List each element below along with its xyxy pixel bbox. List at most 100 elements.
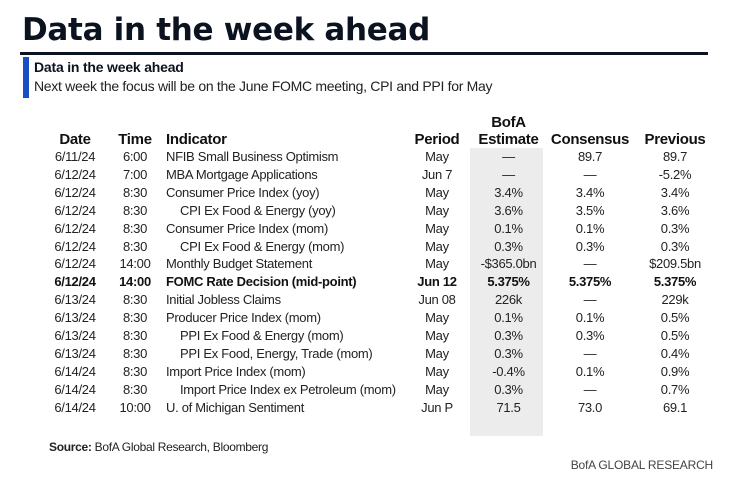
cell-time: 10:00 xyxy=(119,399,151,415)
col-header-indicator: Indicator xyxy=(166,131,227,148)
cell-period: May xyxy=(425,328,449,344)
cell-date: 6/12/24 xyxy=(54,202,96,218)
table-row: 6/13/24 8:30 PPI Ex Food, Energy, Trade (m… xyxy=(40,345,715,363)
cell-estimate: -0.4% xyxy=(492,363,525,379)
cell-date: 6/13/24 xyxy=(54,328,96,344)
table-row: 6/13/24 8:30 Producer Price Index (mom) May… xyxy=(40,309,715,327)
cell-date: 6/12/24 xyxy=(54,166,96,182)
col-header-estimate: BofA Estimate xyxy=(472,108,545,148)
cell-period: May xyxy=(425,381,449,397)
cell-estimate: 3.4% xyxy=(494,184,523,200)
source-label: Source: xyxy=(49,440,92,454)
cell-consensus: 89.7 xyxy=(577,149,603,164)
cell-previous: 89.7 xyxy=(662,149,688,164)
cell-previous: 0.5% xyxy=(660,310,690,326)
cell-date: 6/13/24 xyxy=(54,345,96,361)
table-row: 6/11/24 6:00 NFIB Small Business Optimism M… xyxy=(40,148,715,166)
source-text: BofA Global Research, Bloomberg xyxy=(91,440,269,454)
cell-indicator: CPI Ex Food & Energy (mom) xyxy=(180,238,345,254)
cell-time: 8:30 xyxy=(122,184,148,200)
cell-previous: -5.2% xyxy=(658,166,692,182)
cell-period: May xyxy=(425,310,449,326)
cell-period: May xyxy=(425,363,449,379)
cell-period: May xyxy=(425,149,449,164)
cell-period: May xyxy=(425,256,449,272)
cell-date: 6/13/24 xyxy=(54,292,96,308)
table-row: 6/14/24 8:30 Import Price Index (mom) May -0… xyxy=(40,363,715,381)
cell-indicator: Monthly Budget Statement xyxy=(166,256,313,272)
cell-indicator: FOMC Rate Decision (mid-point) xyxy=(166,274,357,290)
cell-consensus: 3.4% xyxy=(575,184,605,200)
table-description: Next week the focus will be on the June … xyxy=(34,78,493,94)
cell-consensus: 73.0 xyxy=(577,399,603,415)
table-row: 6/13/24 8:30 PPI Ex Food & Energy (mom) May… xyxy=(40,327,715,345)
col-header-previous: Previous xyxy=(644,131,706,148)
cell-indicator: PPI Ex Food & Energy (mom) xyxy=(180,328,344,344)
cell-indicator: Consumer Price Index (mom) xyxy=(166,220,328,236)
table-row: 6/14/24 8:30 Import Price Index ex Petrole… xyxy=(40,381,715,399)
cell-consensus: 0.3% xyxy=(575,238,605,254)
cell-estimate: 0.3% xyxy=(494,345,523,361)
cell-time: 8:30 xyxy=(122,363,148,379)
cell-consensus: 0.1% xyxy=(575,363,605,379)
title-divider xyxy=(20,52,708,55)
col-header-estimate-line1: BofA xyxy=(491,114,526,131)
cell-indicator: Consumer Price Index (yoy) xyxy=(166,184,320,200)
cell-estimate: — xyxy=(502,149,515,164)
table-header-row: Date Time Indicator Period BofA Estimate … xyxy=(40,108,715,148)
cell-consensus: 3.5% xyxy=(575,202,605,218)
cell-estimate: 0.3% xyxy=(494,328,523,344)
cell-period: Jun 12 xyxy=(417,274,457,290)
table-row: 6/12/24 14:00 Monthly Budget Statement May -… xyxy=(40,255,715,273)
cell-consensus: 0.1% xyxy=(575,220,605,236)
cell-time: 8:30 xyxy=(122,220,148,236)
cell-consensus: — xyxy=(583,345,597,361)
col-header-date: Date xyxy=(59,131,91,148)
table-row: 6/12/24 14:00 FOMC Rate Decision (mid-poin… xyxy=(40,273,715,291)
cell-period: May xyxy=(425,220,449,236)
cell-previous: 0.9% xyxy=(660,363,690,379)
cell-previous: 0.3% xyxy=(660,220,690,236)
cell-consensus: 0.3% xyxy=(575,328,605,344)
cell-date: 6/12/24 xyxy=(54,274,96,290)
cell-estimate: 0.1% xyxy=(494,310,523,326)
cell-indicator: CPI Ex Food & Energy (yoy) xyxy=(180,202,336,218)
cell-date: 6/12/24 xyxy=(54,256,96,272)
cell-estimate: 3.6% xyxy=(494,202,523,218)
table-row: 6/12/24 8:30 CPI Ex Food & Energy (yoy) May… xyxy=(40,202,715,220)
col-header-estimate-line2: Estimate xyxy=(478,131,539,148)
cell-estimate: 0.1% xyxy=(494,220,523,236)
cell-period: May xyxy=(425,184,449,200)
cell-indicator: MBA Mortgage Applications xyxy=(166,166,318,182)
cell-date: 6/14/24 xyxy=(54,399,96,415)
table-row: 6/12/24 7:00 MBA Mortgage Applications Jun … xyxy=(40,166,715,184)
cell-consensus: — xyxy=(583,292,597,308)
cell-period: May xyxy=(425,345,449,361)
cell-previous: 5.375% xyxy=(653,274,697,290)
cell-previous: 229k xyxy=(661,292,689,308)
cell-estimate: 71.5 xyxy=(496,399,521,415)
table-row: 6/14/24 10:00 U. of Michigan Sentiment Jun … xyxy=(40,399,715,417)
data-calendar-table: Date Time Indicator Period BofA Estimate … xyxy=(40,108,715,417)
table-row: 6/12/24 8:30 Consumer Price Index (mom) May… xyxy=(40,220,715,238)
cell-date: 6/12/24 xyxy=(54,220,96,236)
cell-time: 8:30 xyxy=(122,345,148,361)
cell-time: 8:30 xyxy=(122,328,148,344)
cell-indicator: Producer Price Index (mom) xyxy=(166,310,321,326)
cell-period: Jun 7 xyxy=(421,166,453,182)
cell-previous: 0.4% xyxy=(660,345,690,361)
cell-date: 6/13/24 xyxy=(54,310,96,326)
cell-consensus: — xyxy=(583,166,597,182)
cell-indicator: Import Price Index ex Petroleum (mom) xyxy=(180,381,396,397)
cell-time: 8:30 xyxy=(122,238,148,254)
table-title: Data in the week ahead xyxy=(34,59,184,75)
cell-period: May xyxy=(425,238,449,254)
cell-period: Jun 08 xyxy=(418,292,456,308)
cell-period: May xyxy=(425,202,449,218)
cell-consensus: — xyxy=(583,256,597,272)
cell-date: 6/12/24 xyxy=(54,184,96,200)
cell-time: 8:30 xyxy=(122,381,148,397)
cell-previous: 0.3% xyxy=(660,238,690,254)
col-header-consensus: Consensus xyxy=(550,131,630,148)
cell-time: 14:00 xyxy=(119,274,151,290)
